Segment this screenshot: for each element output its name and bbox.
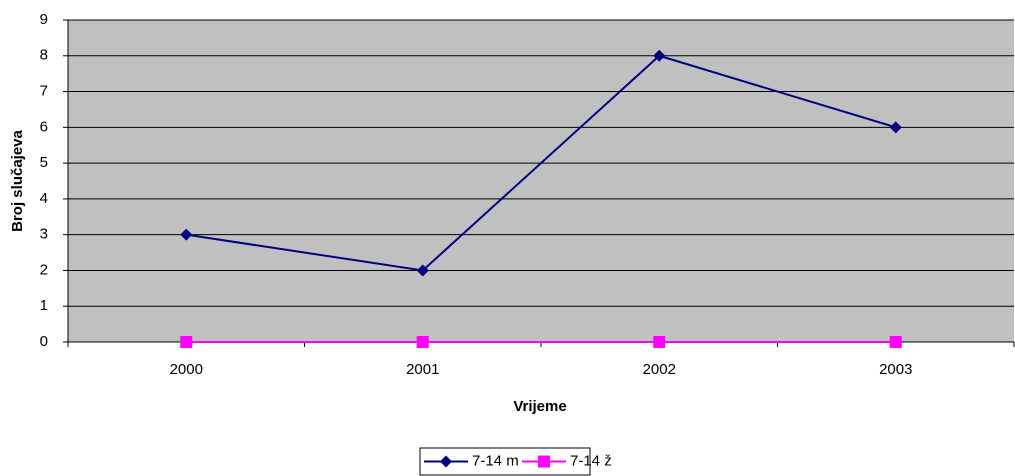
y-tick-label: 4	[40, 190, 48, 207]
data-point	[653, 49, 666, 62]
y-tick-label: 9	[40, 11, 48, 28]
data-point	[416, 336, 429, 348]
x-tick-label: 2001	[406, 361, 439, 378]
y-tick-label: 8	[40, 47, 48, 64]
y-tick-label: 0	[40, 333, 48, 350]
y-tick-label: 5	[40, 154, 48, 171]
data-point	[889, 121, 902, 134]
legend-marker	[538, 455, 550, 468]
y-tick-label: 3	[40, 226, 48, 243]
y-tick-label: 6	[40, 118, 48, 135]
x-axis-label: Vrijeme	[513, 398, 566, 415]
x-tick-label: 2000	[170, 361, 203, 378]
data-point	[180, 336, 193, 348]
data-point	[653, 336, 666, 348]
data-point	[889, 336, 902, 348]
y-tick-label: 1	[40, 297, 48, 314]
x-tick-label: 2003	[879, 361, 912, 378]
y-axis-label: Broj slučajeva	[9, 129, 26, 231]
series-line	[186, 54, 897, 272]
legend-marker	[440, 455, 452, 468]
y-tick-label: 2	[40, 261, 48, 278]
data-point	[180, 228, 193, 241]
legend-label: 7-14 m	[472, 452, 519, 469]
x-tick-label: 2002	[643, 361, 676, 378]
data-point	[416, 264, 429, 277]
y-tick-label: 7	[40, 83, 48, 100]
plot-area	[68, 20, 1014, 342]
legend-label: 7-14 ž	[570, 452, 612, 469]
